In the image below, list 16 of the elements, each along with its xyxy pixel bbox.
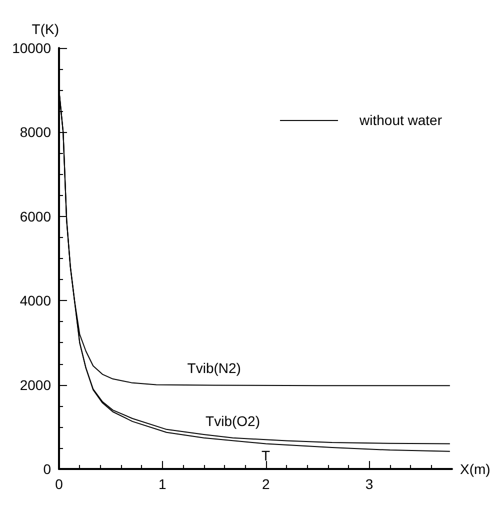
x-tick-label: 1 — [158, 476, 167, 492]
y-tick-label: 6000 — [20, 208, 52, 224]
y-tick-label: 10000 — [12, 40, 52, 56]
x-tick-label: 3 — [365, 476, 374, 492]
y-tick-label: 4000 — [20, 292, 52, 309]
y-tick-label: 0 — [43, 461, 52, 477]
series-label: T — [262, 448, 271, 464]
y-axis-title: T(K) — [32, 21, 59, 37]
x-tick-label: 0 — [55, 476, 64, 492]
x-tick-label: 2 — [262, 476, 270, 492]
y-tick-label: 2000 — [20, 376, 52, 393]
annotation: without water — [360, 112, 442, 128]
series-label: Tvib(N2) — [187, 360, 241, 376]
y-tick-label: 8000 — [20, 124, 52, 140]
series-label: Tvib(O2) — [206, 412, 260, 429]
x-axis-title: X(m) — [460, 461, 490, 477]
